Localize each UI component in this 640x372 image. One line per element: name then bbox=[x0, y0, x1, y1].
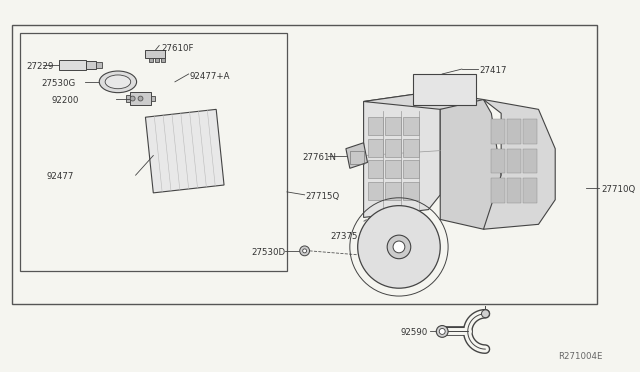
Polygon shape bbox=[483, 100, 556, 229]
Bar bbox=[403, 139, 419, 157]
Text: 27530D: 27530D bbox=[252, 248, 285, 257]
Polygon shape bbox=[145, 109, 224, 193]
Polygon shape bbox=[440, 100, 501, 229]
Bar bbox=[161, 58, 165, 62]
Polygon shape bbox=[364, 92, 483, 109]
Text: 27417: 27417 bbox=[479, 66, 507, 75]
Text: 27761N: 27761N bbox=[303, 153, 337, 161]
Bar bbox=[145, 50, 165, 58]
Bar bbox=[507, 119, 521, 144]
Bar bbox=[367, 182, 383, 200]
Text: 92477: 92477 bbox=[46, 172, 74, 181]
Bar bbox=[350, 151, 364, 164]
Text: 92590: 92590 bbox=[401, 328, 428, 337]
Bar bbox=[523, 119, 536, 144]
Bar bbox=[507, 149, 521, 173]
Text: 27610F: 27610F bbox=[161, 44, 194, 52]
Bar bbox=[149, 58, 154, 62]
Text: 92200: 92200 bbox=[51, 96, 79, 105]
Text: 27710Q: 27710Q bbox=[602, 185, 636, 194]
Text: 92477+A: 92477+A bbox=[189, 72, 230, 81]
Bar bbox=[367, 117, 383, 135]
Bar bbox=[403, 117, 419, 135]
Bar bbox=[130, 92, 151, 105]
Bar bbox=[492, 178, 505, 203]
Bar bbox=[385, 160, 401, 178]
Bar bbox=[523, 178, 536, 203]
Bar bbox=[492, 149, 505, 173]
Text: 27530G: 27530G bbox=[41, 79, 76, 88]
Bar bbox=[151, 96, 156, 102]
Bar bbox=[20, 33, 287, 270]
Circle shape bbox=[481, 310, 490, 318]
Polygon shape bbox=[364, 92, 440, 218]
Bar bbox=[12, 25, 598, 304]
Bar bbox=[507, 178, 521, 203]
Circle shape bbox=[387, 235, 411, 259]
Bar bbox=[96, 62, 102, 68]
Bar bbox=[367, 139, 383, 157]
Bar bbox=[86, 61, 96, 69]
Circle shape bbox=[138, 96, 143, 101]
Bar bbox=[523, 149, 536, 173]
Ellipse shape bbox=[105, 75, 131, 89]
Bar bbox=[59, 60, 86, 70]
Circle shape bbox=[393, 241, 405, 253]
Text: 27715Q: 27715Q bbox=[306, 192, 340, 201]
Bar bbox=[126, 94, 130, 102]
Bar bbox=[413, 74, 476, 105]
Circle shape bbox=[436, 326, 448, 337]
Circle shape bbox=[303, 249, 307, 253]
Bar bbox=[156, 58, 159, 62]
Circle shape bbox=[130, 96, 135, 101]
Text: R271004E: R271004E bbox=[558, 352, 603, 361]
Circle shape bbox=[300, 246, 310, 256]
Bar bbox=[403, 182, 419, 200]
Ellipse shape bbox=[99, 71, 136, 93]
Text: 27229: 27229 bbox=[26, 62, 54, 71]
Bar bbox=[385, 182, 401, 200]
Bar bbox=[492, 119, 505, 144]
Bar bbox=[385, 117, 401, 135]
Circle shape bbox=[358, 206, 440, 288]
Circle shape bbox=[439, 328, 445, 334]
Text: 27375: 27375 bbox=[330, 232, 358, 241]
Polygon shape bbox=[346, 143, 367, 168]
Bar bbox=[403, 160, 419, 178]
Bar bbox=[367, 160, 383, 178]
Bar bbox=[385, 139, 401, 157]
